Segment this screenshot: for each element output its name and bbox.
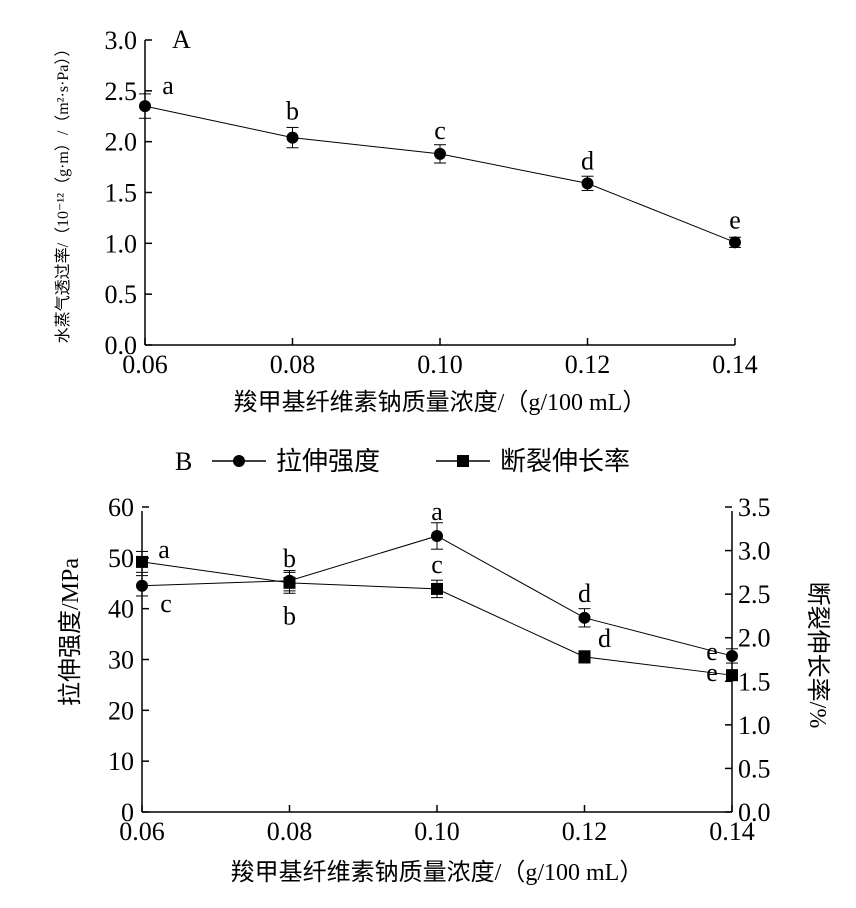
panel-b-label: B <box>175 447 192 476</box>
panel-b-x-axis-label: 羧甲基纤维素钠质量浓度/（g/100 mL） <box>231 859 644 886</box>
panel-b-elongation-point <box>578 650 591 663</box>
legend-marker-elongation <box>457 455 469 467</box>
legend-marker-tensile <box>233 455 245 467</box>
panel-b-y-tick-label: 20 <box>108 696 134 725</box>
panel-a-y-tick-label: 0.0 <box>105 331 138 360</box>
panel-b-elongation-significance-letter: a <box>158 535 170 564</box>
panel-b-elongation-significance-letter: e <box>706 658 718 687</box>
panel-b-elongation-point <box>726 669 738 682</box>
panel-b-tensile-significance-letter: a <box>431 497 443 526</box>
panel-b-tensile-point <box>726 649 738 662</box>
panel-b-y-axis-label: 拉伸强度/MPa <box>57 558 84 706</box>
panel-a-series: a b c d e <box>139 71 741 249</box>
panel-a: A 0.0 0.5 1.0 1.5 2.0 2.5 3.0 0.06 0.08 0.10 0.12… <box>54 25 758 416</box>
panel-b-y2-tick-label: 2.5 <box>738 580 771 609</box>
panel-a-label: A <box>172 25 191 54</box>
panel-b-y-tick-label: 40 <box>108 595 134 624</box>
panel-b-x-tick-label: 0.08 <box>267 817 313 846</box>
panel-b-y-tick-label: 30 <box>108 646 134 675</box>
panel-b-elongation-significance-letter: b <box>283 544 296 573</box>
panel-a-x-tick-label: 0.10 <box>417 350 463 379</box>
panel-a-y-tick-label: 1.0 <box>105 229 138 258</box>
panel-b-y-tick-label: 0 <box>121 798 134 827</box>
panel-a-x-ticks: 0.06 0.08 0.10 0.12 0.14 <box>122 338 758 379</box>
panel-b-y2-tick-label: 0.5 <box>738 754 771 783</box>
panel-a-series-point <box>581 177 594 190</box>
panel-b-y2-tick-label: 1.0 <box>738 711 771 740</box>
panel-a-x-tick-label: 0.08 <box>270 350 316 379</box>
panel-b-y2-tick-label: 3.0 <box>738 537 771 566</box>
panel-a-y-ticks: 0.0 0.5 1.0 1.5 2.0 2.5 3.0 <box>105 26 152 360</box>
panel-b-tensile-significance-letter: b <box>283 602 296 631</box>
panel-b-y-tick-label: 60 <box>108 493 134 522</box>
panel-b-y-tick-label: 10 <box>108 747 134 776</box>
panel-a-y-tick-label: 0.5 <box>105 280 138 309</box>
panel-b-series: c b a d e a b c d e <box>136 497 738 687</box>
panel-b-y2-tick-label: 3.5 <box>738 493 771 522</box>
panel-b-legend: B 拉伸强度 断裂伸长率 <box>175 447 630 476</box>
panel-b-y2-tick-label: 2.0 <box>738 624 771 653</box>
panel-a-x-tick-label: 0.14 <box>712 350 758 379</box>
panel-a-x-tick-label: 0.06 <box>122 350 168 379</box>
panel-b-x-tick-label: 0.10 <box>414 817 460 846</box>
panel-a-series-point <box>729 236 741 249</box>
panel-b-elongation-significance-letter: d <box>598 624 611 653</box>
panel-b-y-tick-label: 50 <box>108 544 134 573</box>
panel-a-x-tick-label: 0.12 <box>565 350 611 379</box>
panel-b-y2-ticks: 0.0 0.5 1.0 1.5 2.0 2.5 3.0 3.5 <box>725 493 771 827</box>
panel-a-y-tick-label: 1.5 <box>105 179 138 208</box>
panel-b-elongation-significance-letter: c <box>431 550 443 579</box>
panel-b-y-ticks: 0 10 20 30 40 50 60 <box>108 493 149 827</box>
panel-a-series-point <box>434 147 446 160</box>
panel-a-series-significance-letter: d <box>581 146 594 175</box>
panel-b: 0 10 20 30 40 50 60 0.0 0.5 1.0 1.5 2.0 2.5 3.0 3.5 0… <box>57 493 831 886</box>
legend-label-tensile: 拉伸强度 <box>276 447 380 476</box>
panel-b-elongation-point <box>431 582 443 595</box>
panel-a-y-axis-label: 水蒸气透过率/（10⁻¹²（g·m）/（m²·s·Pa）） <box>54 41 72 344</box>
panel-b-y2-tick-label: 0.0 <box>738 798 771 827</box>
panel-b-tensile-point <box>431 529 443 542</box>
panel-a-series-significance-letter: a <box>162 71 174 100</box>
panel-a-series-point <box>139 100 151 113</box>
panel-b-tensile-significance-letter: d <box>578 579 591 608</box>
panel-b-elongation-point <box>136 555 148 568</box>
panel-a-y-tick-label: 3.0 <box>105 26 138 55</box>
panel-a-x-axis-label: 羧甲基纤维素钠质量浓度/（g/100 mL） <box>234 389 647 416</box>
panel-a-series-point <box>286 131 299 144</box>
panel-b-tensile-significance-letter: e <box>706 637 718 666</box>
panel-b-x-tick-label: 0.14 <box>709 817 755 846</box>
panel-b-y2-axis-label: 断裂伸长率/% <box>804 582 831 729</box>
panel-b-x-tick-label: 0.06 <box>119 817 165 846</box>
panel-a-y-tick-label: 2.0 <box>105 128 138 157</box>
panel-a-series-significance-letter: c <box>434 116 446 145</box>
panel-b-elongation-point <box>283 576 296 589</box>
panel-b-tensile-point <box>578 611 591 624</box>
panel-a-series-significance-letter: e <box>729 205 741 234</box>
panel-b-y2-tick-label: 1.5 <box>738 667 771 696</box>
panel-b-x-ticks: 0.06 0.08 0.10 0.12 0.14 <box>119 805 755 846</box>
legend-label-elongation: 断裂伸长率 <box>500 447 630 476</box>
panel-a-series-significance-letter: b <box>286 97 299 126</box>
panel-b-x-tick-label: 0.12 <box>562 817 608 846</box>
panel-a-y-tick-label: 2.5 <box>105 77 138 106</box>
panel-b-tensile-point <box>136 579 148 592</box>
panel-b-tensile-significance-letter: c <box>160 589 172 618</box>
